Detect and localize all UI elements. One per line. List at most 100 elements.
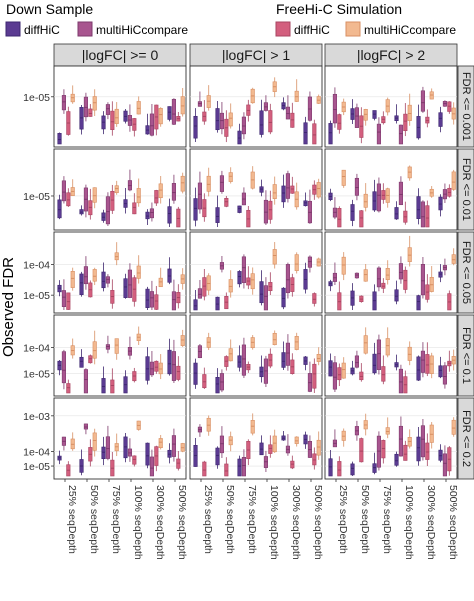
box-body — [376, 267, 381, 288]
facet-panel — [189, 148, 323, 231]
box-body — [398, 124, 403, 145]
x-tick-label: 50% seqDepth — [88, 485, 100, 554]
box-body — [350, 463, 355, 476]
box-body — [167, 106, 172, 120]
box-body — [416, 356, 421, 381]
box-body — [215, 447, 220, 466]
box-body — [158, 438, 163, 449]
box-body — [398, 368, 403, 394]
facet-strip-row-label: FDR <= 0.2 — [460, 410, 472, 467]
box-body — [312, 363, 317, 389]
box-body — [337, 114, 342, 130]
box-body — [101, 378, 106, 394]
facet-panel-frame — [189, 65, 323, 148]
x-tick-label: 300% seqDepth — [290, 485, 302, 560]
box-body — [241, 344, 246, 376]
legend-swatch-multihiccompare-freehic — [345, 21, 361, 37]
box-body — [294, 336, 299, 350]
box-body — [136, 188, 141, 204]
box-body — [312, 293, 317, 304]
x-tick-label: 75% seqDepth — [110, 485, 122, 554]
box-body — [250, 273, 255, 290]
box-body — [228, 279, 233, 293]
box-body — [268, 444, 273, 454]
box-body — [403, 444, 408, 461]
box-body — [237, 130, 242, 145]
box-body — [429, 424, 434, 443]
facet-panel — [189, 314, 323, 397]
box-body — [316, 182, 321, 198]
box-body — [385, 268, 390, 280]
box-body — [285, 173, 290, 199]
facet-panel — [53, 148, 187, 231]
box-body — [61, 351, 66, 384]
y-tick-label: 1e-05 — [23, 368, 50, 380]
facet-panel — [324, 148, 458, 231]
box-body — [105, 196, 110, 225]
box-body — [202, 374, 207, 389]
box-body — [193, 299, 198, 311]
box-body — [307, 256, 312, 268]
box-body — [158, 362, 163, 375]
facet-strip-col-label: |logFC| >= 0 — [82, 47, 159, 63]
box-body — [337, 461, 342, 477]
box-body — [363, 269, 368, 282]
box-body — [158, 277, 163, 288]
box-body — [451, 419, 456, 435]
box-body — [381, 366, 386, 382]
box-body — [268, 200, 273, 220]
box-body — [171, 291, 176, 311]
box-body — [105, 104, 110, 115]
box-body — [145, 442, 150, 466]
legend-swatch-diffhic-down — [5, 21, 21, 37]
facet-panel-frame — [189, 231, 323, 314]
box-body — [376, 435, 381, 468]
box-body — [394, 289, 399, 302]
box-body — [202, 277, 207, 297]
box-body — [154, 294, 159, 310]
box-body — [101, 271, 106, 289]
box-body — [83, 266, 88, 285]
box-body — [341, 169, 346, 186]
box-body — [376, 123, 381, 145]
box-body — [241, 256, 246, 283]
box-body — [407, 104, 412, 121]
box-body — [136, 265, 141, 279]
box-body — [158, 183, 163, 199]
legend-swatch-multihiccompare-down — [77, 21, 93, 37]
legend-label-multihiccompare-down: multiHiCcompare — [96, 23, 188, 37]
box-body — [328, 458, 333, 477]
box-body — [372, 353, 377, 374]
box-body — [425, 205, 430, 228]
facet-panel — [53, 65, 187, 148]
facet-panel — [53, 397, 187, 480]
box-body — [416, 196, 421, 219]
facet-panel — [324, 397, 458, 480]
box-body — [171, 351, 176, 381]
box-body — [354, 177, 359, 196]
box-body — [197, 182, 202, 210]
box-body — [285, 264, 290, 294]
box-body — [290, 185, 295, 194]
box-body — [403, 113, 408, 132]
box-body — [193, 362, 198, 385]
box-body — [228, 348, 233, 362]
box-body — [215, 108, 220, 131]
box-body — [272, 332, 277, 346]
facet-panel — [324, 231, 458, 314]
box-body — [215, 207, 220, 223]
facet-panel-frame — [53, 231, 187, 314]
legend-freehic-simulation: FreeHi-C Simulation diffHiC multiHiCcomp… — [275, 1, 456, 37]
legend-label-multihiccompare-freehic: multiHiCcompare — [364, 23, 456, 37]
y-tick-label: 1e-03 — [23, 411, 50, 423]
box-body — [312, 123, 317, 145]
facet-panel-frame — [53, 314, 187, 397]
facet-strip-row — [457, 231, 474, 314]
x-tick-label: 500% seqDepth — [176, 485, 188, 560]
facet-strip-row — [457, 314, 474, 397]
box-body — [83, 369, 88, 394]
box-body — [425, 116, 430, 124]
y-tick-label: 1e-04 — [23, 342, 50, 354]
x-tick-label: 500% seqDepth — [312, 485, 324, 560]
box-body — [228, 112, 233, 127]
